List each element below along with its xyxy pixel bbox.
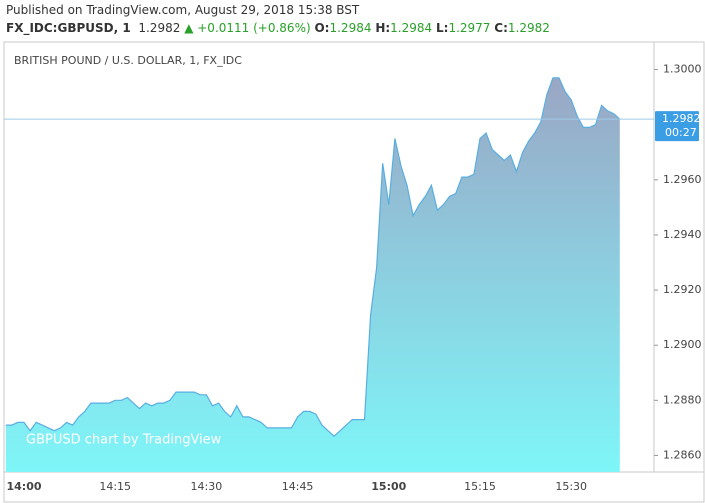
ohlc-value: 1.2982 xyxy=(507,21,550,35)
last-price-box xyxy=(655,111,699,142)
symbol-line: FX_IDC:GBPUSD, 1 1.2982 ▲ +0.0111 (+0.86… xyxy=(6,21,550,35)
chart-title: BRITISH POUND / U.S. DOLLAR, 1, FX_IDC xyxy=(14,54,242,67)
ohlc-value: 1.2984 xyxy=(390,21,433,35)
ohlc-label: H: xyxy=(375,21,391,35)
x-tick-label: 15:15 xyxy=(464,480,496,493)
countdown: 00:27 xyxy=(665,126,697,139)
change: +0.0111 (+0.86%) xyxy=(197,21,311,35)
symbol: FX_IDC:GBPUSD, 1 xyxy=(6,21,131,35)
ohlc-label: L: xyxy=(435,21,449,35)
price-line xyxy=(5,77,621,438)
y-tick-label: 1.3000 xyxy=(663,63,702,76)
ohlc: O:1.2984 H:1.2984 L:1.2977 C:1.2982 xyxy=(314,21,549,35)
y-tick-label: 1.2960 xyxy=(663,173,702,186)
last-price-label: 1.2982 xyxy=(662,112,701,125)
x-tick-label: 15:30 xyxy=(555,480,587,493)
y-tick-label: 1.2920 xyxy=(663,283,702,296)
last: 1.2982 xyxy=(138,21,181,35)
ohlc-label: C: xyxy=(494,21,508,35)
ohlc-value: 1.2977 xyxy=(448,21,491,35)
x-tick-label: 15:00 xyxy=(371,480,406,493)
x-tick-label: 14:00 xyxy=(6,480,41,493)
ohlc-value: 1.2984 xyxy=(329,21,372,35)
x-tick-label: 14:15 xyxy=(99,480,131,493)
watermark: GBPUSD chart by TradingView xyxy=(26,433,222,448)
ohlc-label: O: xyxy=(314,21,330,35)
frame xyxy=(3,41,705,503)
y-tick-label: 1.2900 xyxy=(663,338,702,351)
y-tick-label: 1.2880 xyxy=(663,393,702,406)
published-line: Published on TradingView.com, August 29,… xyxy=(6,3,360,17)
y-tick-label: 1.2940 xyxy=(663,228,702,241)
up-arrow: ▲ xyxy=(184,21,194,35)
y-tick-label: 1.2860 xyxy=(663,448,702,461)
area-fill xyxy=(5,77,620,473)
x-tick-label: 14:30 xyxy=(191,480,223,493)
x-tick-label: 14:45 xyxy=(282,480,314,493)
